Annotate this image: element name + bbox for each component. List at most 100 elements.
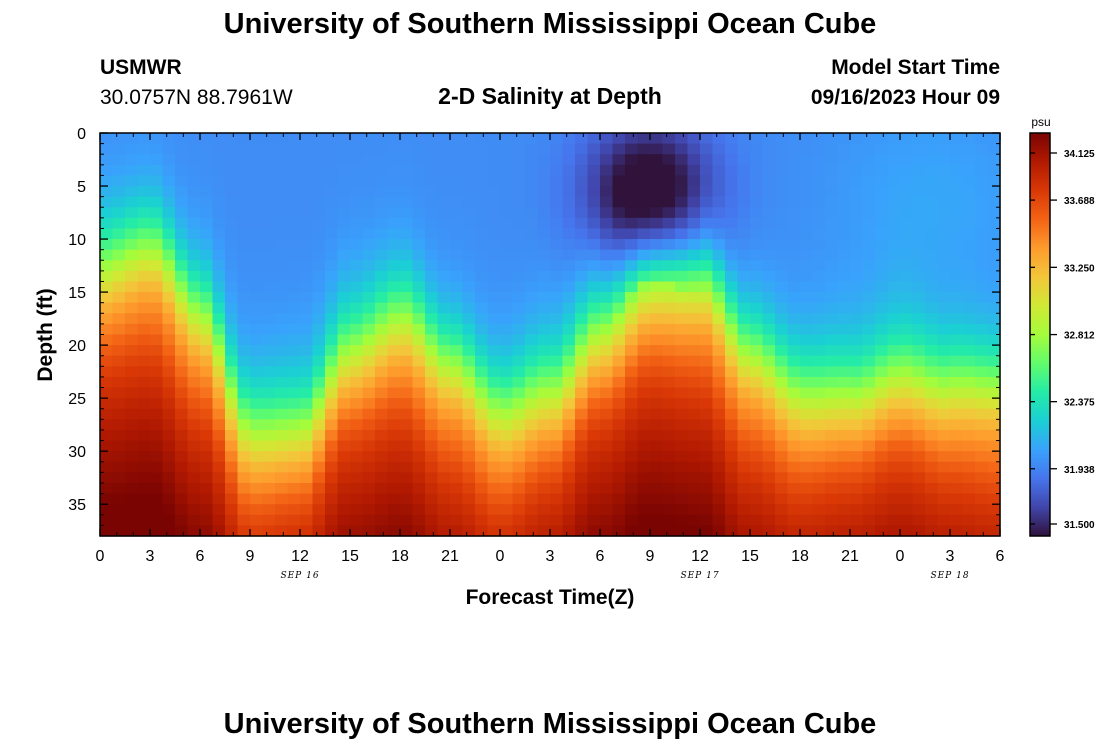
heatmap-cell (850, 398, 864, 410)
heatmap-cell (137, 154, 151, 166)
heatmap-cell (162, 440, 176, 452)
heatmap-cell (125, 376, 139, 389)
heatmap-cell (512, 292, 526, 304)
heatmap-cell (625, 175, 639, 187)
heatmap-cell (575, 302, 589, 314)
heatmap-cell (937, 281, 951, 293)
heatmap-cell (862, 366, 876, 378)
heatmap-cell (862, 493, 876, 505)
heatmap-cell (975, 249, 989, 261)
heatmap-cell (362, 366, 376, 378)
heatmap-cell (500, 281, 514, 293)
heatmap-cell (212, 387, 226, 399)
heatmap-cell (300, 260, 314, 272)
heatmap-cell (162, 292, 176, 304)
heatmap-cell (500, 323, 514, 336)
heatmap-cell (262, 355, 276, 367)
heatmap-cell (687, 164, 701, 177)
x-tick-label: 0 (896, 548, 905, 565)
heatmap-cell (875, 217, 889, 230)
heatmap-cell (237, 429, 251, 442)
heatmap-cell (612, 334, 626, 346)
heatmap-cell (125, 525, 139, 537)
heatmap-cell (150, 493, 164, 505)
heatmap-cell (837, 345, 851, 357)
heatmap-cell (425, 493, 439, 505)
heatmap-cell (375, 398, 389, 410)
heatmap-cell (500, 334, 514, 346)
heatmap-cell (962, 440, 976, 452)
heatmap-cell (137, 196, 151, 208)
heatmap-cell (612, 398, 626, 410)
heatmap-cell (837, 292, 851, 304)
heatmap-cell (337, 133, 351, 145)
heatmap-cell (212, 482, 226, 495)
x-tick-label: 18 (791, 548, 809, 565)
heatmap-cell (362, 228, 376, 240)
heatmap-cell (600, 175, 614, 187)
heatmap-cell (675, 482, 689, 495)
heatmap-cell (112, 482, 126, 495)
heatmap-cell (450, 514, 464, 526)
heatmap-cell (475, 249, 489, 261)
heatmap-cell (312, 482, 326, 495)
heatmap-cell (175, 408, 189, 420)
heatmap-cell (262, 366, 276, 378)
heatmap-cell (750, 472, 764, 484)
heatmap-cell (637, 429, 651, 442)
heatmap-cell (200, 164, 214, 177)
heatmap-cell (812, 207, 826, 219)
heatmap-cell (912, 281, 926, 293)
heatmap-cell (825, 408, 839, 420)
heatmap-cell (425, 228, 439, 240)
heatmap-cell (437, 440, 451, 452)
heatmap-cell (500, 355, 514, 367)
heatmap-cell (887, 207, 901, 219)
heatmap-cell (962, 482, 976, 495)
heatmap-cell (100, 143, 114, 155)
heatmap-cell (825, 472, 839, 484)
heatmap-cell (400, 133, 414, 145)
heatmap-cell (862, 472, 876, 484)
heatmap-cell (675, 525, 689, 537)
heatmap-cell (987, 313, 1001, 325)
heatmap-cell (975, 281, 989, 293)
heatmap-cell (125, 482, 139, 495)
heatmap-cell (225, 525, 239, 537)
heatmap-cell (237, 323, 251, 336)
heatmap-cell (512, 525, 526, 537)
heatmap-cell (725, 440, 739, 452)
heatmap-cell (500, 228, 514, 240)
heatmap-cell (150, 154, 164, 166)
heatmap-cell (137, 482, 151, 495)
heatmap-cell (962, 196, 976, 208)
heatmap-cell (925, 482, 939, 495)
heatmap-cell (337, 164, 351, 177)
heatmap-cell (512, 313, 526, 325)
heatmap-cell (312, 387, 326, 399)
heatmap-cell (725, 196, 739, 208)
heatmap-cell (212, 461, 226, 473)
heatmap-cell (937, 207, 951, 219)
heatmap-cell (625, 482, 639, 495)
heatmap-cell (637, 366, 651, 378)
heatmap-cell (587, 429, 601, 442)
heatmap-cell (525, 440, 539, 452)
heatmap-cell (812, 164, 826, 177)
heatmap-cell (325, 323, 339, 336)
heatmap-cell (575, 270, 589, 283)
heatmap-cell (412, 323, 426, 336)
heatmap-cell (412, 482, 426, 495)
heatmap-cell (937, 323, 951, 336)
heatmap-cell (162, 376, 176, 389)
heatmap-cell (112, 387, 126, 399)
heatmap-cell (287, 313, 301, 325)
heatmap-cell (787, 482, 801, 495)
heatmap-cell (712, 143, 726, 155)
heatmap-cell (387, 419, 401, 431)
heatmap-cell (650, 376, 664, 389)
heatmap-cell (675, 207, 689, 219)
heatmap-cell (387, 239, 401, 251)
heatmap-cell (750, 270, 764, 283)
heatmap-cell (187, 366, 201, 378)
